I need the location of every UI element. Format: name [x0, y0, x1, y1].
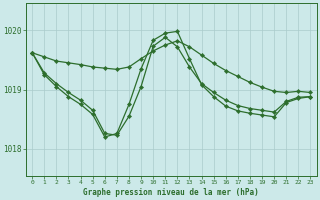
X-axis label: Graphe pression niveau de la mer (hPa): Graphe pression niveau de la mer (hPa): [84, 188, 259, 197]
